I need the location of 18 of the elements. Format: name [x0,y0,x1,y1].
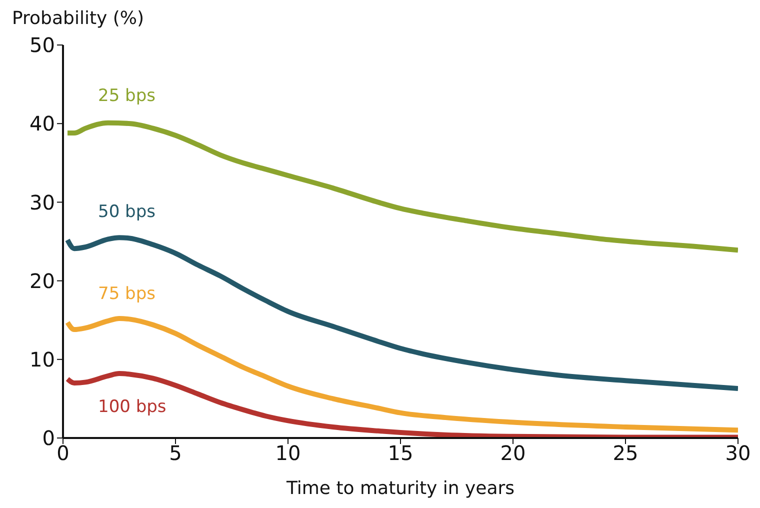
y-tick-label: 40 [30,112,55,136]
y-tick-label: 30 [30,190,55,214]
y-axis-title: Probability (%) [12,8,144,29]
x-tick-label: 10 [275,441,301,466]
y-tick-label: 20 [30,268,55,293]
y-tick-label: 0 [42,426,55,450]
x-tick-label: 25 [612,441,638,466]
x-tick-label: 20 [500,441,526,466]
x-tick-label: 5 [169,441,182,466]
series-label: 100 bps [98,396,166,417]
series-label: 50 bps [98,202,156,222]
x-tick-label: 30 [725,441,751,466]
x-axis-title: Time to maturity in years [285,478,515,499]
series-label: 25 bps [98,86,156,106]
y-tick-label: 50 [30,33,55,58]
series-label: 75 bps [98,284,156,304]
y-tick-label: 10 [30,348,55,372]
x-tick-label: 15 [388,441,414,466]
